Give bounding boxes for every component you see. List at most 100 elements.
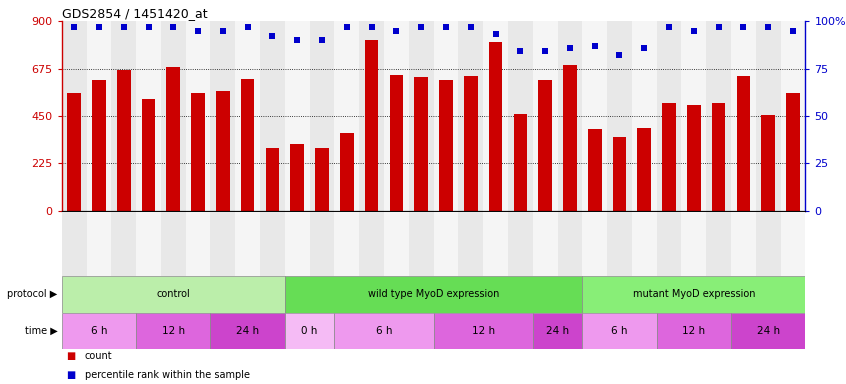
Bar (711, 103, 726, 211)
Bar (681, 211, 706, 276)
Bar (582, 313, 656, 349)
Bar (483, 21, 508, 211)
Bar (384, 211, 409, 276)
Bar (464, 76, 478, 211)
Bar (415, 77, 428, 211)
Bar (786, 93, 799, 211)
Point (613, 52, 626, 58)
Point (68, 24, 81, 30)
Point (92, 24, 106, 30)
Point (662, 24, 676, 30)
Point (290, 37, 304, 43)
Point (439, 24, 453, 30)
Bar (211, 313, 285, 349)
Text: protocol ▶: protocol ▶ (8, 289, 58, 300)
Bar (285, 276, 582, 313)
Bar (613, 137, 626, 211)
Bar (781, 211, 805, 276)
Bar (161, 211, 185, 276)
Text: 24 h: 24 h (236, 326, 259, 336)
Text: GDS2854 / 1451420_at: GDS2854 / 1451420_at (62, 7, 207, 20)
Text: count: count (85, 351, 113, 361)
Bar (508, 21, 533, 211)
Bar (483, 211, 508, 276)
Bar (334, 21, 360, 211)
Bar (656, 313, 731, 349)
Point (266, 33, 279, 40)
Text: 12 h: 12 h (471, 326, 495, 336)
Bar (656, 21, 681, 211)
Point (563, 45, 577, 51)
Bar (433, 211, 459, 276)
Point (142, 24, 156, 30)
Text: 12 h: 12 h (162, 326, 185, 336)
Bar (191, 93, 205, 211)
Point (588, 43, 602, 49)
Bar (755, 211, 781, 276)
Text: 6 h: 6 h (611, 326, 628, 336)
Bar (558, 211, 582, 276)
Bar (632, 211, 656, 276)
Point (340, 24, 354, 30)
Bar (167, 68, 180, 211)
Bar (241, 79, 255, 211)
Bar (433, 21, 459, 211)
Bar (260, 211, 285, 276)
Bar (433, 313, 533, 349)
Point (489, 31, 503, 38)
Bar (662, 103, 676, 211)
Bar (340, 133, 354, 211)
Bar (409, 21, 433, 211)
Bar (360, 211, 384, 276)
Bar (439, 80, 453, 211)
Bar (582, 21, 607, 211)
Bar (563, 65, 577, 211)
Bar (290, 144, 304, 211)
Point (216, 28, 229, 34)
Bar (62, 21, 86, 211)
Text: percentile rank within the sample: percentile rank within the sample (85, 370, 250, 380)
Text: wild type MyoD expression: wild type MyoD expression (368, 289, 499, 300)
Text: time ▶: time ▶ (25, 326, 58, 336)
Bar (731, 211, 755, 276)
Text: mutant MyoD expression: mutant MyoD expression (633, 289, 755, 300)
Bar (62, 276, 285, 313)
Bar (161, 21, 185, 211)
Bar (632, 21, 656, 211)
Bar (731, 313, 805, 349)
Bar (533, 211, 558, 276)
Bar (761, 115, 775, 211)
Bar (235, 211, 260, 276)
Bar (117, 70, 130, 211)
Bar (687, 106, 700, 211)
Bar (508, 211, 533, 276)
Bar (86, 211, 112, 276)
Text: ■: ■ (66, 351, 75, 361)
Bar (706, 211, 731, 276)
Bar (582, 276, 805, 313)
Bar (731, 21, 755, 211)
Bar (582, 211, 607, 276)
Bar (459, 211, 483, 276)
Bar (538, 80, 552, 211)
Bar (706, 21, 731, 211)
Point (117, 24, 130, 30)
Bar (136, 211, 161, 276)
Point (241, 24, 255, 30)
Bar (185, 211, 211, 276)
Bar (68, 93, 81, 211)
Bar (558, 21, 582, 211)
Point (415, 24, 428, 30)
Bar (62, 313, 136, 349)
Bar (459, 21, 483, 211)
Bar (266, 147, 279, 211)
Bar (365, 40, 378, 211)
Point (538, 48, 552, 55)
Bar (211, 211, 235, 276)
Text: 0 h: 0 h (301, 326, 318, 336)
Point (316, 37, 329, 43)
Text: 6 h: 6 h (91, 326, 107, 336)
Bar (755, 21, 781, 211)
Bar (334, 313, 433, 349)
Bar (533, 313, 582, 349)
